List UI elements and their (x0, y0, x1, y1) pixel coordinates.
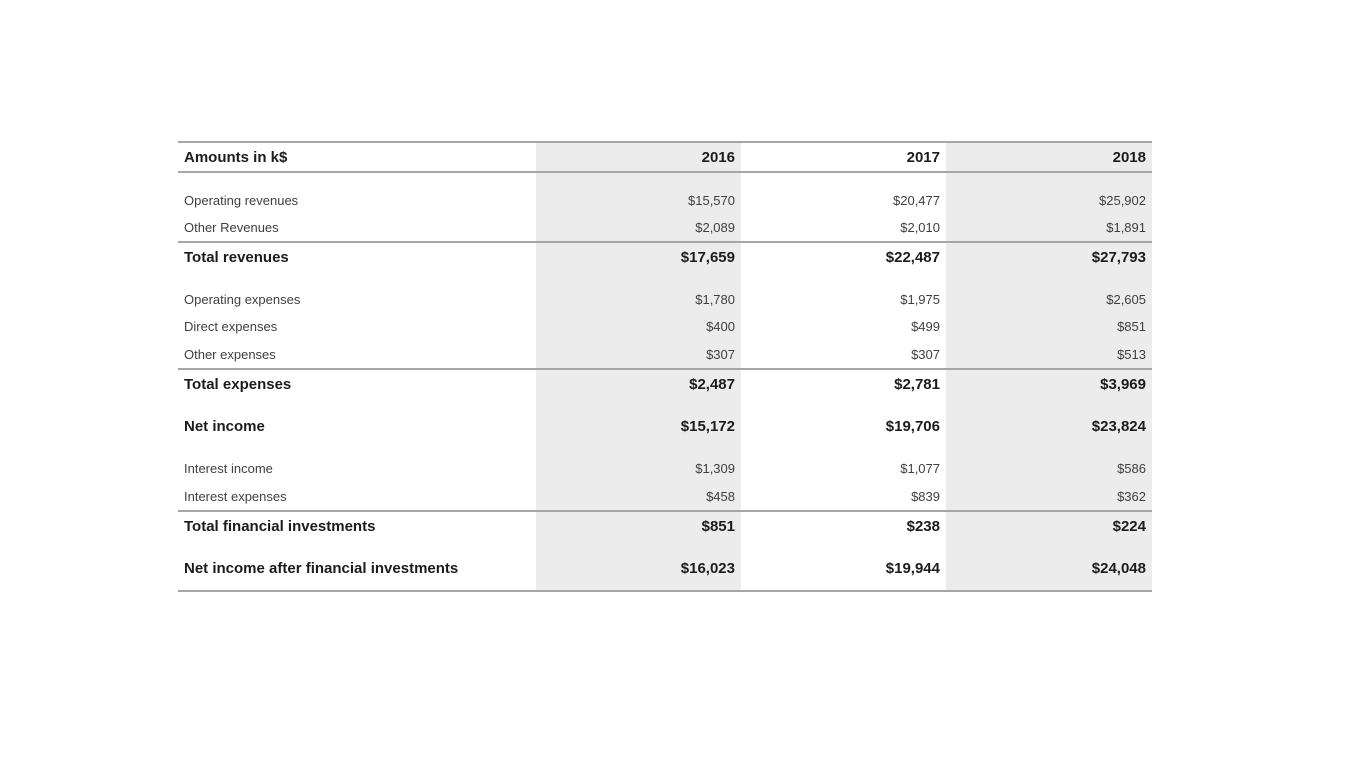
table-row-net-income: Net income $15,172 $19,706 $23,824 (178, 412, 1152, 441)
table-row-total-expenses: Total expenses $2,487 $2,781 $3,969 (178, 368, 1152, 398)
cell-2016: $16,023 (536, 554, 741, 583)
cell-2017: $19,706 (885, 418, 940, 435)
table-row-direct-expenses: Direct expenses $400 $499 $851 (178, 313, 1152, 340)
cell-2018: $851 (946, 313, 1152, 340)
column-header-2016: 2016 (536, 143, 741, 171)
table-row-other-revenues: Other Revenues $2,089 $2,010 $1,891 (178, 214, 1152, 241)
table-corner-header: Amounts in k$ (184, 148, 288, 166)
row-label: Operating revenues (184, 193, 299, 208)
cell-2016: $1,780 (536, 286, 741, 313)
cell-2017: $1,077 (900, 461, 940, 476)
cell-2018: $3,969 (946, 370, 1152, 398)
row-label: Net income (184, 418, 265, 435)
row-label: Other Revenues (184, 220, 279, 235)
cell-2016: $17,659 (536, 243, 741, 271)
table-row-interest-income: Interest income $1,309 $1,077 $586 (178, 455, 1152, 482)
table-row-net-income-after-financial-investments: Net income after financial investments $… (178, 554, 1152, 583)
row-label: Direct expenses (184, 319, 278, 334)
cell-2016: $15,172 (536, 412, 741, 441)
cell-2016: $15,570 (536, 187, 741, 214)
cell-2018: $362 (946, 482, 1152, 510)
row-label: Total expenses (184, 375, 292, 393)
row-label: Operating expenses (184, 292, 301, 307)
table-row-total-revenues: Total revenues $17,659 $22,487 $27,793 (178, 241, 1152, 271)
table-row-operating-expenses: Operating expenses $1,780 $1,975 $2,605 (178, 286, 1152, 313)
cell-2016: $1,309 (536, 455, 741, 482)
cell-2016: $458 (536, 482, 741, 510)
column-header-2018: 2018 (946, 143, 1152, 171)
cell-2017: $2,010 (900, 220, 940, 235)
cell-2018: $224 (946, 512, 1152, 540)
cell-2017: $20,477 (893, 193, 940, 208)
table-row-operating-revenues: Operating revenues $15,570 $20,477 $25,9… (178, 187, 1152, 214)
cell-2017: $307 (911, 346, 940, 362)
cell-2018: $2,605 (946, 286, 1152, 313)
table-row-interest-expenses: Interest expenses $458 $839 $362 (178, 482, 1152, 510)
column-header-2017: 2017 (906, 148, 940, 166)
cell-2018: $25,902 (946, 187, 1152, 214)
cell-2017: $1,975 (900, 292, 940, 307)
spacer-row (178, 583, 1152, 590)
cell-2018: $23,824 (946, 412, 1152, 441)
spacer-row (178, 540, 1152, 554)
cell-2018: $27,793 (946, 243, 1152, 271)
cell-2016: $307 (536, 340, 741, 368)
cell-2017: $19,944 (885, 560, 940, 577)
cell-2016: $2,089 (536, 214, 741, 241)
cell-2017: $238 (906, 517, 940, 535)
spacer-row (178, 173, 1152, 187)
cell-2016: $851 (536, 512, 741, 540)
spacer-row (178, 441, 1152, 455)
spacer-row (178, 271, 1152, 286)
cell-2016: $400 (536, 313, 741, 340)
cell-2018: $513 (946, 340, 1152, 368)
table-header-row: Amounts in k$ 2016 2017 2018 (178, 143, 1152, 173)
row-label: Net income after financial investments (184, 560, 459, 577)
row-label: Total revenues (184, 248, 289, 266)
row-label: Interest income (184, 461, 273, 476)
financial-table: Amounts in k$ 2016 2017 2018 Operating r… (178, 141, 1152, 592)
cell-2018: $1,891 (946, 214, 1152, 241)
cell-2017: $839 (911, 488, 940, 504)
cell-2018: $586 (946, 455, 1152, 482)
row-label: Interest expenses (184, 488, 287, 504)
cell-2018: $24,048 (946, 554, 1152, 583)
cell-2017: $2,781 (894, 375, 940, 393)
cell-2017: $22,487 (885, 248, 940, 266)
spacer-row (178, 398, 1152, 412)
cell-2017: $499 (911, 319, 940, 334)
table-row-total-financial-investments: Total financial investments $851 $238 $2… (178, 510, 1152, 540)
cell-2016: $2,487 (536, 370, 741, 398)
table-row-other-expenses: Other expenses $307 $307 $513 (178, 340, 1152, 368)
row-label: Total financial investments (184, 517, 376, 535)
row-label: Other expenses (184, 346, 276, 362)
